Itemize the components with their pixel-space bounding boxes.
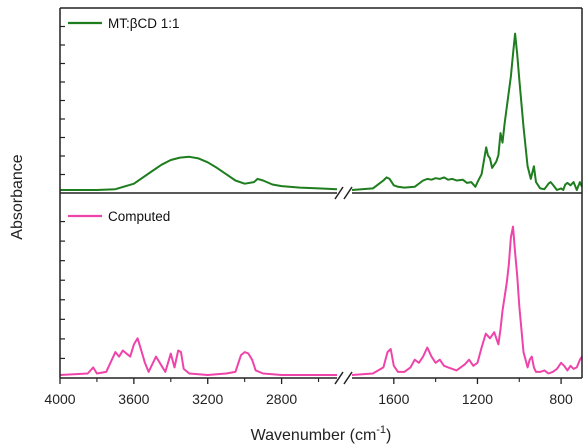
x-tick-label-2800: 2800 (266, 391, 297, 407)
x-axis-title-close: ) (386, 427, 391, 444)
y-axis-title: Absorbance (9, 154, 26, 239)
x-tick-label-1600: 1600 (378, 391, 409, 407)
series-line-1-segment-2 (351, 32, 583, 191)
plot-layer (59, 32, 583, 376)
x-axis-title-main: Wavenumber (cm (251, 427, 377, 444)
x-tick-label-3200: 3200 (192, 391, 223, 407)
axes-layer: 4000 3600 3200 2800 1600 1200 800 MT:βCD 1:1 Com… (44, 7, 583, 407)
series-line-2-segment-2 (351, 225, 583, 376)
axis-break-mark-2-1 (334, 371, 344, 385)
x-tick-label-800: 800 (549, 391, 573, 407)
x-tick-label-4000: 4000 (44, 391, 75, 407)
x-tick-label-1200: 1200 (462, 391, 493, 407)
legend-label-1: MT:βCD 1:1 (108, 16, 180, 31)
x-axis-title: Wavenumber (cm-1) (251, 424, 392, 444)
legend-label-2: Computed (108, 209, 170, 224)
axis-break-mark-2-2 (343, 371, 353, 385)
axis-break-mark-1-1 (334, 186, 344, 200)
series-line-2-segment-1 (59, 337, 337, 376)
x-axis-title-superscript: -1 (376, 424, 386, 436)
axis-break-mark-1-2 (343, 186, 353, 200)
x-tick-label-3600: 3600 (118, 391, 149, 407)
series-line-1-segment-1 (60, 155, 338, 191)
